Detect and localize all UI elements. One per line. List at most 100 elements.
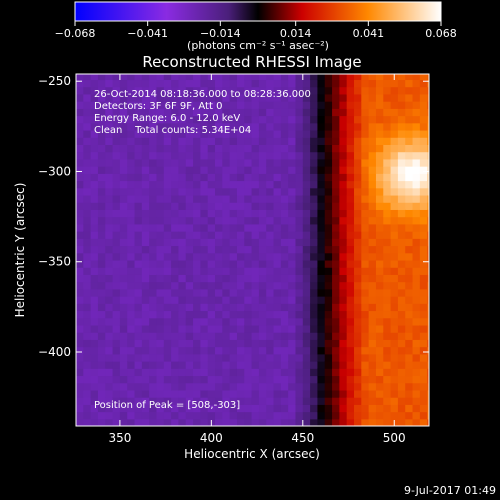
heatmap-cell [346, 252, 355, 261]
heatmap-cell [83, 209, 92, 218]
heatmap-cell [332, 93, 340, 102]
heatmap-cell [397, 187, 406, 196]
heatmap-cell [171, 216, 180, 225]
heatmap-cell [236, 74, 245, 81]
heatmap-cell [83, 288, 92, 297]
heatmap-cell [222, 245, 231, 254]
heatmap-cell [427, 137, 429, 145]
heatmap-cell [207, 166, 216, 174]
heatmap-cell [163, 223, 172, 232]
heatmap-cell [419, 86, 428, 95]
colorbar-tick-label: −0.068 [55, 27, 96, 40]
heatmap-cell [375, 252, 384, 261]
heatmap-cell [222, 317, 231, 326]
heatmap-cell [141, 324, 150, 333]
heatmap-cell [215, 238, 223, 247]
heatmap-cell [405, 274, 414, 283]
heatmap-cell [193, 375, 201, 384]
heatmap-cell [310, 158, 319, 167]
heatmap-cell [346, 346, 355, 355]
heatmap-cell [346, 86, 355, 95]
heatmap-cell [244, 202, 253, 210]
heatmap-cell [361, 180, 370, 189]
heatmap-cell [383, 245, 392, 254]
x-tick-label: 350 [108, 431, 131, 445]
heatmap-cell [215, 86, 223, 95]
heatmap-cell [427, 361, 429, 369]
heatmap-cell [419, 418, 428, 426]
heatmap-cell [244, 418, 253, 426]
heatmap-cell [244, 223, 253, 232]
heatmap-cell [229, 180, 238, 189]
heatmap-cell [427, 129, 429, 138]
heatmap-cell [405, 173, 414, 182]
heatmap-cell [119, 158, 128, 167]
heatmap-cell [105, 418, 114, 426]
heatmap-cell [397, 173, 406, 182]
heatmap-cell [171, 173, 180, 182]
heatmap-cell [156, 79, 165, 88]
heatmap-cell [149, 151, 158, 160]
heatmap-cell [222, 259, 231, 268]
heatmap-cell [215, 296, 223, 304]
heatmap-cell [412, 180, 421, 189]
heatmap-cell [361, 303, 370, 312]
heatmap-cell [405, 79, 414, 88]
heatmap-cell [97, 173, 106, 182]
heatmap-cell [310, 346, 319, 355]
heatmap-cell [244, 353, 253, 362]
heatmap-cell [229, 288, 238, 297]
heatmap-cell [383, 223, 392, 232]
heatmap-cell [127, 375, 136, 384]
heatmap-cell [222, 267, 231, 275]
heatmap-cell [127, 194, 136, 203]
heatmap-cell [222, 93, 231, 102]
heatmap-cell [258, 281, 267, 290]
heatmap-cell [361, 288, 370, 297]
heatmap-cell [97, 238, 106, 247]
heatmap-cell [383, 317, 392, 326]
heatmap-cell [280, 404, 289, 413]
heatmap-cell [383, 404, 392, 413]
heatmap-cell [178, 173, 187, 182]
heatmap-cell [90, 245, 99, 254]
heatmap-cell [215, 259, 223, 268]
heatmap-cell [200, 122, 209, 131]
heatmap-cell [368, 180, 377, 189]
heatmap-cell [266, 115, 275, 124]
heatmap-cell [332, 194, 340, 203]
heatmap-cell [207, 303, 216, 312]
heatmap-cell [273, 346, 282, 355]
heatmap-cell [90, 375, 99, 384]
heatmap-cell [397, 353, 406, 362]
heatmap-cell [251, 274, 260, 283]
heatmap-cell [178, 339, 187, 348]
heatmap-cell [222, 101, 231, 109]
heatmap-cell [236, 404, 245, 413]
heatmap-cell [405, 223, 414, 232]
heatmap-cell [119, 252, 128, 261]
heatmap-cell [361, 158, 370, 167]
heatmap-cell [280, 173, 289, 182]
heatmap-cell [207, 353, 216, 362]
heatmap-cell [134, 122, 143, 131]
heatmap-cell [405, 202, 414, 210]
heatmap-cell [273, 151, 282, 160]
heatmap-cell [163, 202, 172, 210]
heatmap-cell [200, 375, 209, 384]
heatmap-cell [244, 238, 253, 247]
heatmap-cell [193, 296, 201, 304]
heatmap-cell [354, 382, 362, 391]
heatmap-cell [324, 252, 333, 261]
heatmap-cell [375, 368, 384, 377]
heatmap-cell [97, 194, 106, 203]
heatmap-cell [427, 202, 429, 210]
heatmap-cell [266, 187, 275, 196]
heatmap-cell [193, 368, 201, 377]
heatmap-cell [215, 389, 223, 398]
heatmap-cell [105, 129, 114, 138]
heatmap-cell [310, 187, 319, 196]
heatmap-cell [244, 115, 253, 124]
heatmap-cell [266, 389, 275, 398]
heatmap-cell [178, 158, 187, 167]
